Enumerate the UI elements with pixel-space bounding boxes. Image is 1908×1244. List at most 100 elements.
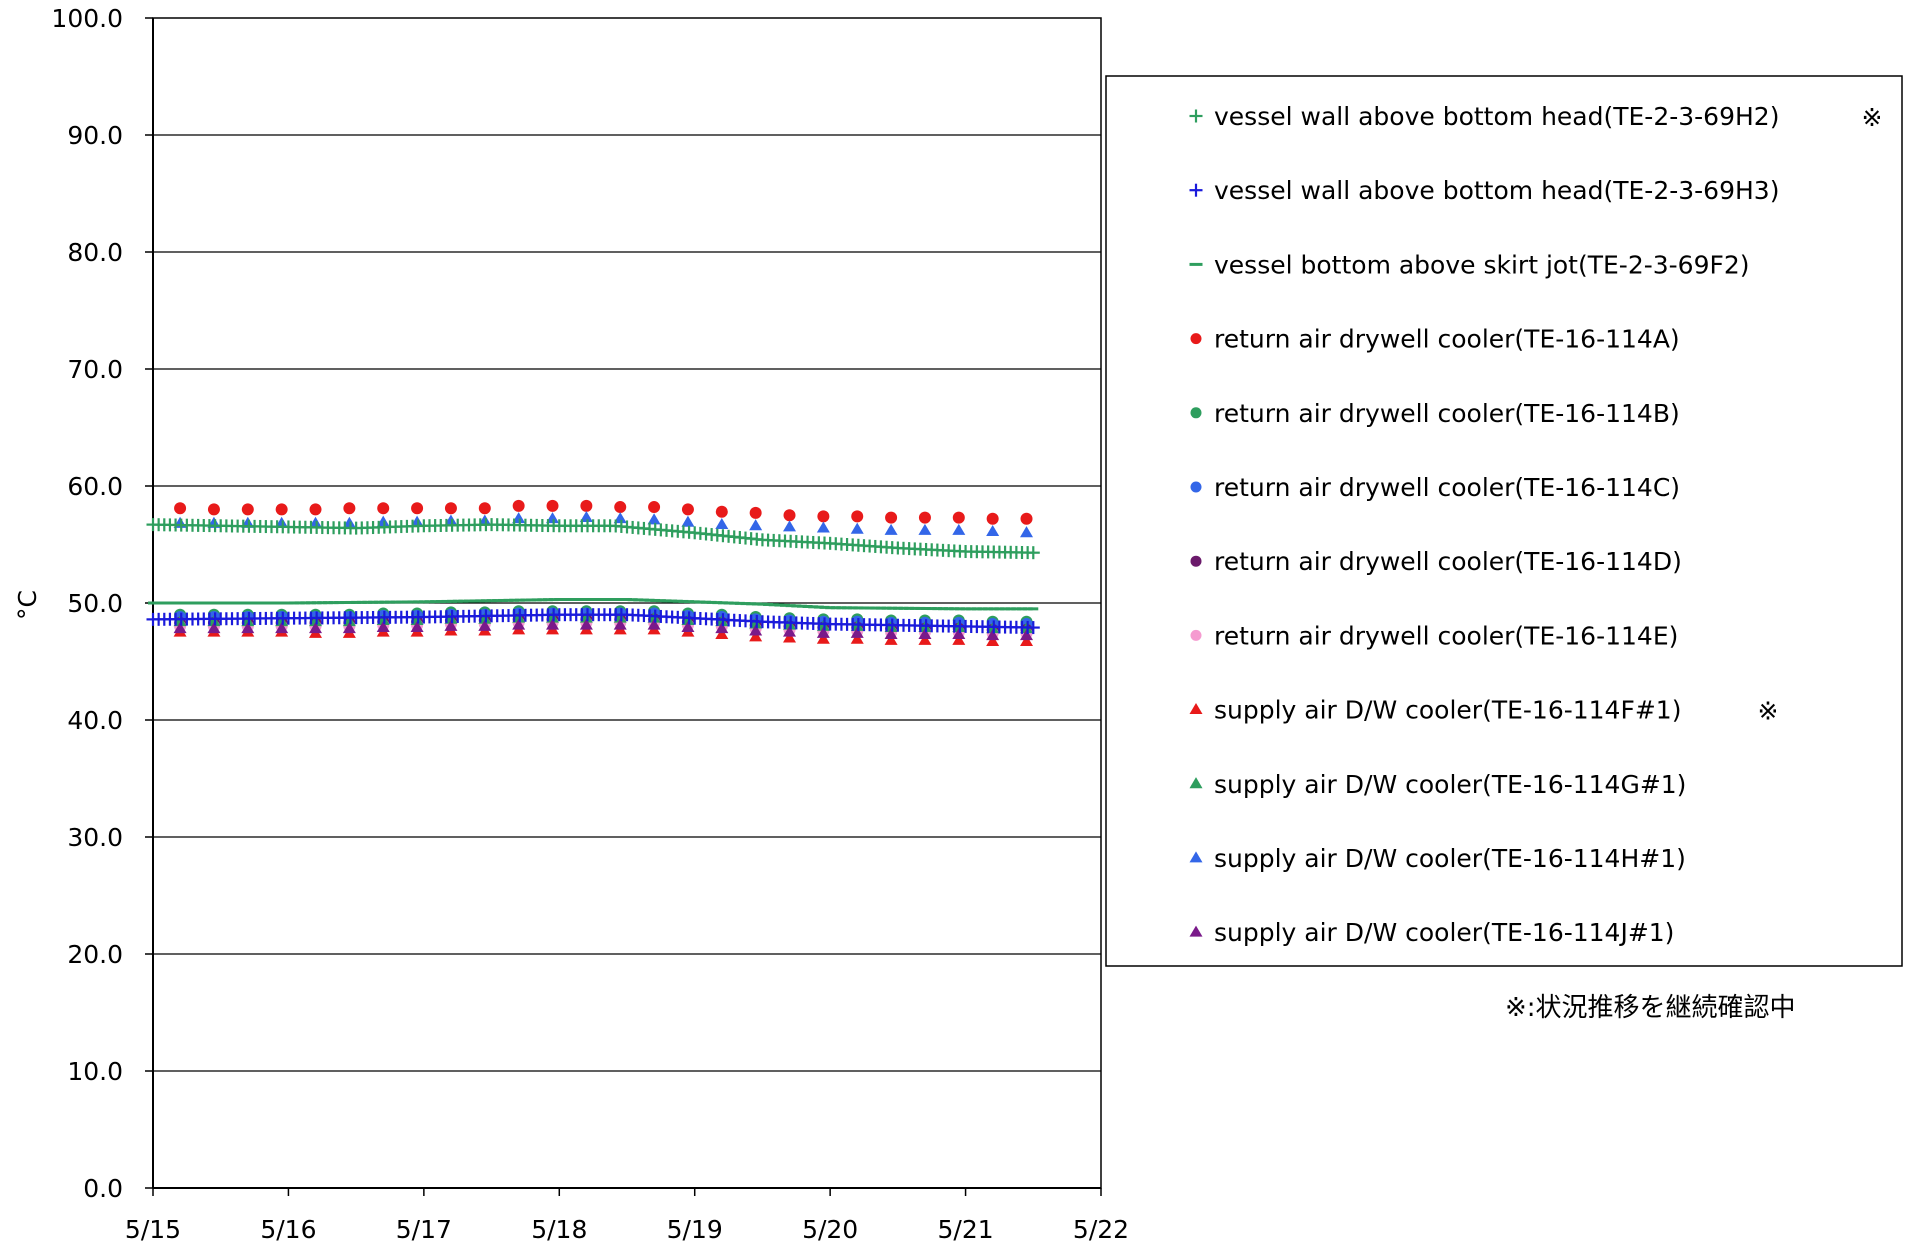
data-point [241, 615, 255, 627]
data-point [1026, 546, 1040, 560]
data-point [850, 632, 864, 644]
legend-flag: ※ [1758, 697, 1779, 726]
legend-label: vessel wall above bottom head(TE-2-3-69H… [1214, 102, 1779, 131]
series-1 [146, 518, 1040, 560]
data-point [613, 512, 627, 524]
legend-item: vessel wall above bottom head(TE-2-3-69H… [1189, 176, 1779, 205]
data-point [986, 512, 999, 525]
legend-flag: ※ [1862, 103, 1883, 132]
data-point [309, 503, 322, 516]
data-point [816, 632, 830, 644]
y-tick-label: 10.0 [67, 1057, 123, 1086]
data-point [512, 499, 525, 512]
legend-item: return air drywell cooler(TE-16-114B) [1190, 399, 1680, 428]
data-point [715, 517, 729, 530]
legend-marker [1190, 629, 1202, 641]
data-point [647, 513, 661, 525]
series-11 [173, 510, 1034, 538]
data-point [1020, 526, 1034, 538]
x-tick-label: 5/16 [260, 1215, 316, 1244]
legend-item: return air drywell cooler(TE-16-114D) [1190, 547, 1682, 576]
data-point [986, 629, 1000, 641]
data-point [512, 512, 526, 524]
data-point [275, 615, 289, 627]
data-point [918, 633, 932, 645]
data-point [850, 626, 864, 638]
data-point [783, 509, 796, 522]
data-point [783, 520, 797, 532]
legend: vessel wall above bottom head(TE-2-3-69H… [1189, 102, 1883, 947]
data-point [478, 514, 492, 526]
data-point [816, 619, 830, 631]
y-tick-label: 50.0 [67, 589, 123, 618]
x-tick-label: 5/18 [531, 1215, 587, 1244]
series-12 [173, 618, 1034, 641]
data-point [749, 506, 762, 519]
data-point [309, 615, 323, 627]
data-point [376, 620, 390, 632]
x-tick-label: 5/22 [1073, 1215, 1129, 1244]
data-point [342, 615, 356, 627]
data-point [817, 510, 830, 523]
legend-item: vessel bottom above skirt jot(TE-2-3-69F… [1189, 250, 1750, 279]
y-tick-label: 100.0 [51, 4, 123, 33]
y-tick-label: 30.0 [67, 823, 123, 852]
data-point [444, 612, 458, 624]
legend-item: return air drywell cooler(TE-16-114E) [1190, 621, 1678, 650]
data-point [783, 625, 797, 637]
data-point [478, 619, 492, 631]
data-point [1020, 629, 1034, 641]
data-point [783, 618, 797, 630]
data-point [478, 502, 491, 515]
x-tick-label: 5/20 [802, 1215, 858, 1244]
x-tick-label: 5/15 [125, 1215, 181, 1244]
data-point [918, 627, 932, 640]
data-point [1020, 512, 1033, 525]
x-tick-label: 5/17 [396, 1215, 452, 1244]
data-point [207, 615, 221, 627]
y-tick-label: 90.0 [67, 121, 123, 150]
data-point [377, 502, 390, 515]
series-marks [146, 499, 1040, 647]
legend-label: return air drywell cooler(TE-16-114B) [1214, 399, 1680, 428]
data-point [749, 617, 763, 629]
data-point [884, 620, 898, 632]
data-point [309, 622, 323, 634]
data-point [376, 613, 390, 625]
legend-marker [1189, 925, 1203, 937]
legend-marker [1190, 333, 1202, 345]
data-point [749, 624, 763, 636]
data-point [546, 499, 559, 512]
data-point [579, 510, 593, 523]
legend-label: return air drywell cooler(TE-16-114E) [1214, 621, 1678, 650]
legend-marker [1189, 183, 1203, 197]
data-point [613, 611, 627, 623]
y-axis-title: °C [13, 590, 42, 620]
legend-label: return air drywell cooler(TE-16-114A) [1214, 325, 1680, 354]
data-point [241, 622, 255, 634]
data-point [918, 511, 931, 524]
legend-item: supply air D/W cooler(TE-16-114J#1) [1189, 918, 1674, 947]
legend-item: vessel wall above bottom head(TE-2-3-69H… [1189, 102, 1883, 132]
data-point [444, 502, 457, 515]
data-point [850, 522, 864, 534]
legend-item: return air drywell cooler(TE-16-114A) [1190, 325, 1680, 354]
data-point [681, 515, 695, 527]
gridlines [145, 17, 1101, 1189]
data-point [342, 516, 356, 528]
legend-marker [1190, 555, 1202, 567]
data-point [173, 622, 187, 634]
legend-label: supply air D/W cooler(TE-16-114J#1) [1214, 918, 1674, 947]
y-tick-label: 70.0 [67, 355, 123, 384]
data-point [749, 630, 763, 642]
data-point [614, 501, 627, 514]
legend-box [1105, 75, 1903, 967]
data-point [1026, 621, 1040, 635]
data-point [986, 525, 1000, 537]
data-point [579, 611, 593, 623]
data-point [444, 619, 458, 631]
series-3 [148, 597, 1039, 611]
data-point [546, 611, 560, 623]
y-axis-labels: 0.0 10.0 20.0 30.0 40.0 50.0 60.0 70.0 80.0 90.0 1… [51, 4, 123, 1203]
data-point [207, 503, 220, 516]
